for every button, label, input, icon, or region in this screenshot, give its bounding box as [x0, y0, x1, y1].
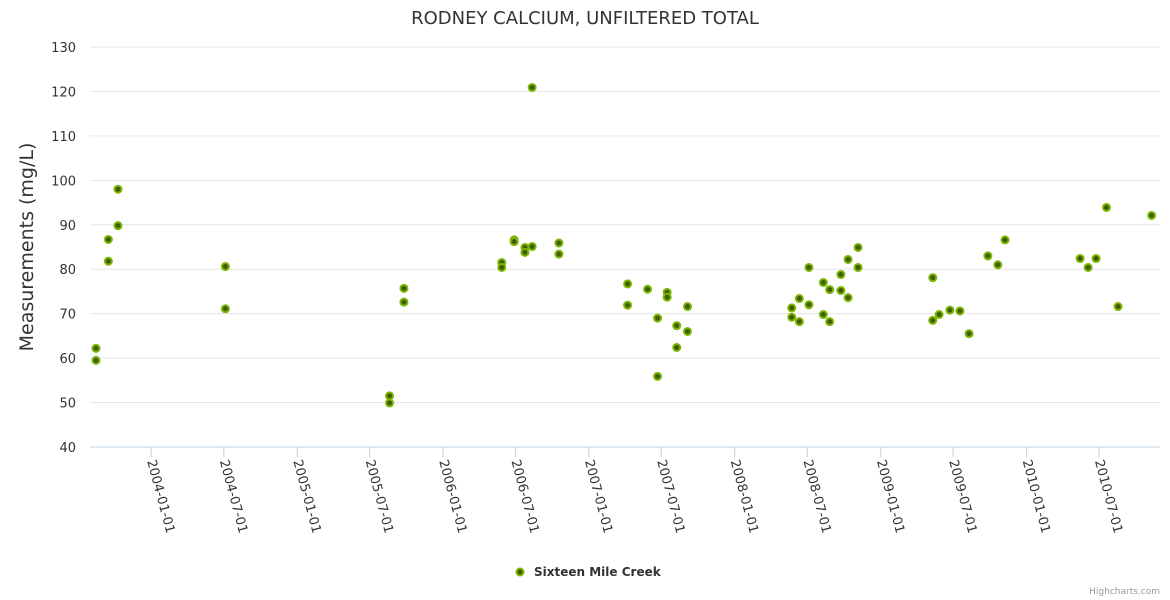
y-tick-label: 40	[59, 441, 76, 456]
data-point[interactable]	[853, 242, 863, 252]
data-point[interactable]	[928, 273, 938, 283]
data-point[interactable]	[804, 300, 814, 310]
data-point[interactable]	[653, 371, 663, 381]
data-point[interactable]	[1000, 235, 1010, 245]
legend-label[interactable]: Sixteen Mile Creek	[534, 565, 662, 579]
data-point[interactable]	[520, 247, 530, 257]
data-point[interactable]	[683, 302, 693, 312]
data-point[interactable]	[794, 294, 804, 304]
data-point[interactable]	[399, 297, 409, 307]
data-point[interactable]	[527, 242, 537, 252]
data-point[interactable]	[1075, 254, 1085, 264]
legend-marker-icon	[515, 567, 525, 577]
data-point[interactable]	[1113, 302, 1123, 312]
data-point[interactable]	[955, 306, 965, 316]
data-point[interactable]	[818, 278, 828, 288]
chart-title: RODNEY CALCIUM, UNFILTERED TOTAL	[411, 8, 759, 29]
data-point[interactable]	[497, 262, 507, 272]
data-point[interactable]	[794, 317, 804, 327]
y-tick-label: 130	[51, 41, 76, 56]
data-point[interactable]	[113, 221, 123, 231]
data-point[interactable]	[220, 262, 230, 272]
y-tick-label: 50	[59, 397, 76, 412]
data-point[interactable]	[91, 343, 101, 353]
data-point[interactable]	[1101, 202, 1111, 212]
y-tick-label: 80	[59, 263, 76, 278]
data-point[interactable]	[787, 303, 797, 313]
data-point[interactable]	[818, 310, 828, 320]
data-point[interactable]	[554, 238, 564, 248]
y-tick-label: 100	[51, 174, 76, 189]
data-point[interactable]	[643, 284, 653, 294]
data-point[interactable]	[385, 391, 395, 401]
data-point[interactable]	[945, 305, 955, 315]
data-point[interactable]	[1091, 254, 1101, 264]
data-point[interactable]	[662, 292, 672, 302]
data-point[interactable]	[787, 312, 797, 322]
y-tick-label: 70	[59, 308, 76, 323]
data-point[interactable]	[825, 285, 835, 295]
data-point[interactable]	[623, 279, 633, 289]
data-point[interactable]	[672, 342, 682, 352]
data-point[interactable]	[1083, 262, 1093, 272]
data-point[interactable]	[653, 313, 663, 323]
y-tick-label: 110	[51, 130, 76, 145]
y-tick-label: 60	[59, 352, 76, 367]
data-point[interactable]	[825, 317, 835, 327]
data-point[interactable]	[683, 326, 693, 336]
data-point[interactable]	[554, 249, 564, 259]
data-point[interactable]	[113, 184, 123, 194]
data-point[interactable]	[509, 237, 519, 247]
data-point[interactable]	[385, 398, 395, 408]
data-point[interactable]	[983, 251, 993, 261]
y-tick-label: 120	[51, 85, 76, 100]
data-point[interactable]	[928, 315, 938, 325]
y-axis-ticks: 40 50 60 70 80 90 100 110 120 130	[51, 41, 76, 456]
data-point[interactable]	[220, 304, 230, 314]
legend[interactable]: Sixteen Mile Creek	[515, 565, 662, 579]
data-point[interactable]	[672, 321, 682, 331]
data-point[interactable]	[103, 234, 113, 244]
data-point[interactable]	[623, 300, 633, 310]
data-point[interactable]	[836, 286, 846, 296]
credits-link[interactable]: Highcharts.com	[1089, 587, 1160, 597]
data-point[interactable]	[527, 82, 537, 92]
series-points	[91, 82, 1157, 408]
y-tick-label: 90	[59, 219, 76, 234]
data-point[interactable]	[843, 254, 853, 264]
data-point[interactable]	[843, 293, 853, 303]
data-point[interactable]	[934, 310, 944, 320]
data-point[interactable]	[399, 283, 409, 293]
y-axis-label: Measurements (mg/L)	[16, 143, 38, 352]
data-point[interactable]	[836, 270, 846, 280]
data-point[interactable]	[853, 262, 863, 272]
data-point[interactable]	[993, 260, 1003, 270]
data-point[interactable]	[964, 329, 974, 339]
data-point[interactable]	[103, 256, 113, 266]
data-point[interactable]	[804, 262, 814, 272]
y-gridlines	[90, 46, 1160, 448]
data-point[interactable]	[91, 355, 101, 365]
data-point[interactable]	[1147, 210, 1157, 220]
